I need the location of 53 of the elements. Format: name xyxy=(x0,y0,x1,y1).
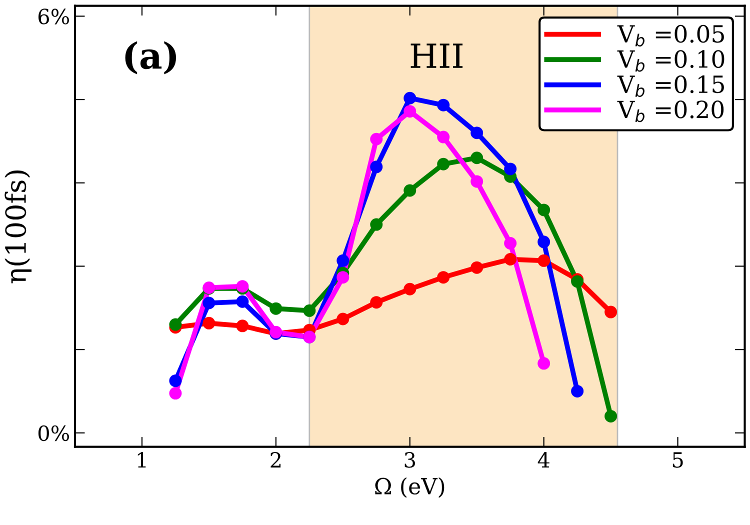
point xyxy=(470,152,484,164)
annotation: HII xyxy=(410,44,463,68)
point xyxy=(236,320,249,332)
point xyxy=(571,384,584,398)
point xyxy=(370,132,383,146)
x-tick-label: 3 xyxy=(404,452,415,468)
point xyxy=(470,175,484,188)
x-axis-title: Ω (eV) xyxy=(375,477,444,498)
point xyxy=(336,271,350,284)
point xyxy=(303,304,316,317)
point xyxy=(604,410,618,422)
point xyxy=(437,271,450,284)
x-tick-label: 4 xyxy=(538,452,550,468)
point xyxy=(404,184,416,197)
legend-label: V$_{b}$ =0.20 xyxy=(617,100,724,122)
point xyxy=(437,130,450,144)
point xyxy=(336,312,350,326)
point xyxy=(470,126,484,140)
point xyxy=(538,236,550,248)
point xyxy=(202,296,216,310)
annotation: (a) xyxy=(125,41,176,74)
point xyxy=(404,92,416,104)
point xyxy=(470,261,484,274)
point xyxy=(437,98,450,112)
point xyxy=(404,282,416,296)
point xyxy=(404,105,416,118)
y-tick-label: 0% xyxy=(38,425,69,442)
x-tick-label: 1 xyxy=(138,452,146,468)
legend-label: V$_{b}$ =0.05 xyxy=(617,24,724,47)
point xyxy=(370,296,383,309)
point xyxy=(604,306,618,318)
point xyxy=(236,295,249,308)
x-tick-label: 2 xyxy=(270,452,281,468)
point xyxy=(437,158,450,170)
x-tick-label: 5 xyxy=(672,452,683,468)
point xyxy=(270,302,282,315)
point xyxy=(504,162,517,176)
point xyxy=(504,253,517,266)
legend-label: V$_{b}$ =0.15 xyxy=(617,75,724,97)
point xyxy=(336,254,350,267)
y-axis-title: η(100fs) xyxy=(4,170,32,284)
legend-label: V$_{b}$ =0.10 xyxy=(617,50,724,72)
point xyxy=(538,204,550,216)
point xyxy=(370,160,383,174)
point xyxy=(538,254,550,267)
point xyxy=(169,387,182,400)
point xyxy=(169,374,182,388)
point xyxy=(370,218,383,231)
point xyxy=(504,237,517,250)
point xyxy=(202,316,216,330)
y-tick-label: 6% xyxy=(38,8,69,24)
point xyxy=(169,318,182,331)
point xyxy=(538,357,550,370)
